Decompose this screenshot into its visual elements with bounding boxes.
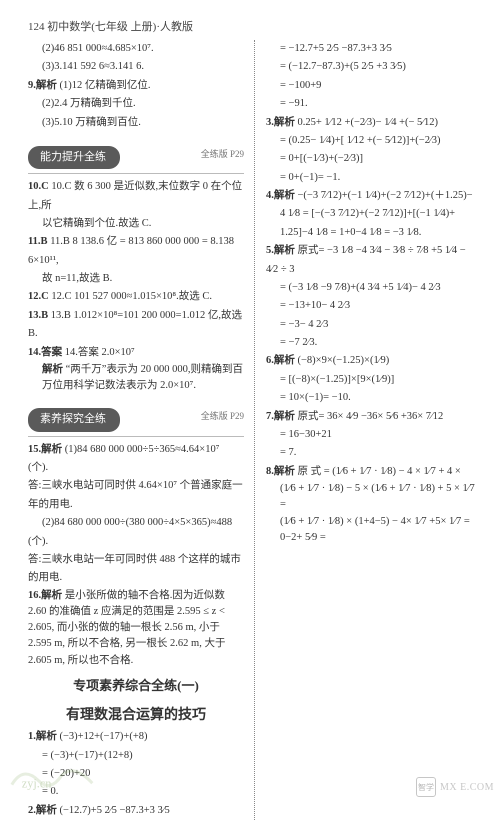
q8-label: 8.解析	[266, 466, 295, 477]
q9-item: (1)12 亿精确到亿位.	[60, 80, 151, 91]
q8-line: (1⁄6 + 1⁄7 · 1⁄8) × (1+4−5) − 4× 1⁄7 +5×…	[266, 514, 480, 547]
page-header: 124 初中数学(七年级 上册)·人教版	[28, 18, 480, 34]
explain-text: “两千万”表示为 20 000 000,则精确到百万位用科学记数法表示为 2.0…	[42, 364, 243, 391]
watermark-text: zyj.cn	[22, 777, 52, 791]
q15-line: 答:三峡水电站可同时供 4.64×10⁷ 个普通家庭一	[28, 477, 244, 495]
explain-label: 解析	[42, 364, 63, 375]
q7-line: = 7.	[266, 444, 480, 462]
section-ref: 全练版 P29	[201, 147, 244, 163]
q15-line: (个).	[28, 533, 244, 551]
section-ref: 全练版 P29	[201, 409, 244, 425]
q14-ans: 14.答案 2.0×10⁷	[65, 347, 135, 358]
q16-text: 是小张所做的轴不合格.因为近似数 2.60 的准确值 z 应满足的范围是 2.5…	[28, 590, 225, 666]
section-row: 能力提升全练 全练版 P29	[28, 138, 244, 171]
q7-label: 7.解析	[266, 411, 295, 422]
q7-line: 原式= 36× 4⁄9 −36× 5⁄6 +36× 7⁄12	[298, 411, 444, 422]
q1-label: 1.解析	[28, 731, 57, 742]
q15-line: (2)84 680 000 000÷(380 000÷4×5×365)≈488	[28, 514, 244, 532]
q7-line: = 16−30+21	[266, 426, 480, 444]
q6: 6.解析 (−8)×9×(−1.25)×(1⁄9)	[266, 352, 480, 370]
q1: 1.解析 (−3)+12+(−17)+(+8)	[28, 728, 244, 746]
text-line: (3)3.141 592 6≈3.141 6.	[28, 58, 244, 76]
q5-line: = −13+10− 4 2⁄3	[266, 297, 480, 315]
q16: 16.解析 是小张所做的轴不合格.因为近似数 2.60 的准确值 z 应满足的范…	[28, 588, 244, 669]
text-line: 14.答案 14.答案 2.0×10⁷	[28, 344, 244, 362]
q5-line: = (−3 1⁄8 −9 7⁄8)+(4 3⁄4 +5 1⁄4)− 4 2⁄3	[266, 279, 480, 297]
q15: 15.解析 (1)84 680 000 000÷5÷365≈4.64×10⁷	[28, 441, 244, 459]
text-line: 10.C 10.C 数 6 300 是近似数,末位数字 0 在个位上,所	[28, 178, 244, 215]
footer-brand: 智学 MX E.COM	[416, 777, 494, 797]
q5-line: = −3− 4 2⁄3	[266, 316, 480, 334]
q8: 8.解析 原 式 = (1⁄6 + 1⁄7 · 1⁄8) − 4 × 1⁄7 +…	[266, 463, 480, 481]
section-rule	[28, 436, 244, 437]
q13-text: 13.B 1.012×10⁸=101 200 000=1.012 亿,故选 B.	[28, 310, 242, 339]
cont-line: = −91.	[266, 95, 480, 113]
q7: 7.解析 原式= 36× 4⁄9 −36× 5⁄6 +36× 7⁄12	[266, 408, 480, 426]
section-rule	[28, 173, 244, 174]
right-column: = −12.7+5 2⁄5 −87.3+3 3⁄5 = (−12.7−87.3)…	[254, 40, 480, 820]
q15-line: 答:三峡水电站一年可同时供 488 个这样的城市	[28, 551, 244, 569]
q5: 5.解析 原式= −3 1⁄8 −4 3⁄4 − 3⁄8 ÷ 7⁄8 +5 1⁄…	[266, 242, 480, 279]
cont-line: = −12.7+5 2⁄5 −87.3+3 3⁄5	[266, 40, 480, 58]
q3-line: = 0+[(−1⁄3)+(−2⁄3)]	[266, 150, 480, 168]
q14-explain: 解析 “两千万”表示为 20 000 000,则精确到百万位用科学记数法表示为 …	[28, 362, 244, 395]
q6-line: (−8)×9×(−1.25)×(1⁄9)	[298, 355, 390, 366]
q9-item: (3)5.10 万精确到百位.	[28, 114, 244, 132]
q9-label: 9.解析	[28, 80, 57, 91]
q2-label: 2.解析	[28, 805, 57, 816]
section-pill-explore: 素养探究全练	[28, 408, 120, 431]
cont-line: = −100+9	[266, 77, 480, 95]
text-line: 12.C 12.C 101 527 000≈1.015×10⁸.故选 C.	[28, 288, 244, 306]
section-pill-ability: 能力提升全练	[28, 146, 120, 169]
q4: 4.解析 −(−3 7⁄12)+(−1 1⁄4)+(−2 7⁄12)+(＋1.2…	[266, 187, 480, 205]
text-line: 故 n=11,故选 B.	[28, 270, 244, 288]
special-title-2: 有理数混合运算的技巧	[28, 704, 244, 729]
special-title-1: 专项素养综合全练(一)	[28, 675, 244, 698]
q5-label: 5.解析	[266, 245, 295, 256]
q4-label: 4.解析	[266, 190, 295, 201]
q2: 2.解析 (−12.7)+5 2⁄5 −87.3+3 3⁄5	[28, 802, 244, 820]
q3-line: = (0.25− 1⁄4)+[ 1⁄12 +(− 5⁄12)]+(−2⁄3)	[266, 132, 480, 150]
q12-text: 12.C 101 527 000≈1.015×10⁸.故选 C.	[51, 291, 212, 302]
text-line: 以它精确到个位.故选 C.	[28, 215, 244, 233]
cont-line: = (−12.7−87.3)+(5 2⁄5 +3 3⁄5)	[266, 58, 480, 76]
watermark-logo: zyj.cn	[8, 760, 100, 794]
q5-line: = −7 2⁄3.	[266, 334, 480, 352]
q1-line: (−3)+12+(−17)+(+8)	[60, 731, 148, 742]
q3-line: 0.25+ 1⁄12 +(−2⁄3)− 1⁄4 +(− 5⁄12)	[298, 117, 439, 128]
q4-line: −(−3 7⁄12)+(−1 1⁄4)+(−2 7⁄12)+(＋1.25)−	[298, 190, 473, 201]
q15-label: 15.解析	[28, 444, 62, 455]
q6-line: = [(−8)×(−1.25)]×[9×(1⁄9)]	[266, 371, 480, 389]
q8-line: 原 式 = (1⁄6 + 1⁄7 · 1⁄8) − 4 × 1⁄7 + 4 ×	[298, 466, 461, 477]
q3-label: 3.解析	[266, 117, 295, 128]
two-column-layout: (2)46 851 000≈4.685×10⁷. (3)3.141 592 6≈…	[28, 40, 480, 820]
q4-line: 1.25]−4 1⁄8 = 1+0−4 1⁄8 = −3 1⁄8.	[266, 224, 480, 242]
q15-line: (1)84 680 000 000÷5÷365≈4.64×10⁷	[65, 444, 220, 455]
q15-line: 年的用电.	[28, 496, 244, 514]
q3: 3.解析 0.25+ 1⁄12 +(−2⁄3)− 1⁄4 +(− 5⁄12)	[266, 114, 480, 132]
q4-line: 4 1⁄8 = [−(−3 7⁄12)+(−2 7⁄12)]+[(−1 1⁄4)…	[266, 205, 480, 223]
section-row: 素养探究全练 全练版 P29	[28, 400, 244, 433]
column-divider	[254, 40, 255, 820]
q6-label: 6.解析	[266, 355, 295, 366]
text-line: 11.B 11.B 8 138.6 亿 = 813 860 000 000 = …	[28, 233, 244, 270]
q15-line: (个).	[28, 459, 244, 477]
q9: 9.解析 (1)12 亿精确到亿位.	[28, 77, 244, 95]
footer-logo-icon: 智学	[416, 777, 436, 797]
q6-line: = 10×(−1)= −10.	[266, 389, 480, 407]
q11-text: 11.B 8 138.6 亿 = 813 860 000 000 = 8.138…	[28, 236, 234, 265]
footer-url: MX E.COM	[440, 782, 494, 793]
left-column: (2)46 851 000≈4.685×10⁷. (3)3.141 592 6≈…	[28, 40, 254, 820]
q15-line: 的用电.	[28, 569, 244, 587]
text-line: 13.B 13.B 1.012×10⁸=101 200 000=1.012 亿,…	[28, 307, 244, 344]
q2-line: (−12.7)+5 2⁄5 −87.3+3 3⁄5	[60, 805, 170, 816]
q5-line: 原式= −3 1⁄8 −4 3⁄4 − 3⁄8 ÷ 7⁄8 +5 1⁄4 − 4…	[266, 245, 466, 274]
q9-item: (2)2.4 万精确到千位.	[28, 95, 244, 113]
text-line: (2)46 851 000≈4.685×10⁷.	[28, 40, 244, 58]
q3-line: = 0+(−1)= −1.	[266, 169, 480, 187]
q8-line: (1⁄6 + 1⁄7 · 1⁄8) − 5 × (1⁄6 + 1⁄7 · 1⁄8…	[266, 481, 480, 514]
q16-label: 16.解析	[28, 590, 62, 601]
q10-text: 10.C 数 6 300 是近似数,末位数字 0 在个位上,所	[28, 181, 242, 210]
